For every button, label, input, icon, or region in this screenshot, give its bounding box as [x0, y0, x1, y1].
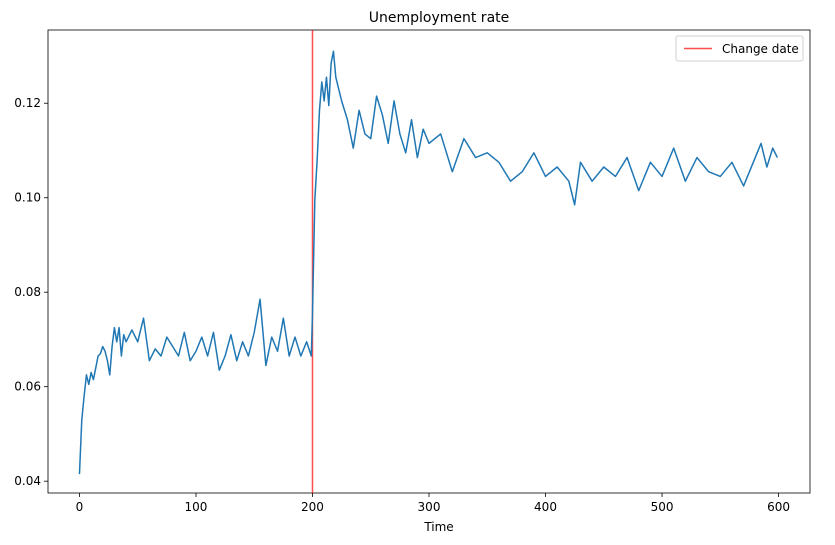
legend-label-change-date: Change date	[722, 42, 799, 56]
y-axis: 0.04 0.06 0.08 0.10 0.12	[14, 96, 48, 488]
legend: Change date	[675, 35, 804, 62]
x-tick-label: 200	[301, 500, 324, 514]
x-tick-label: 100	[185, 500, 208, 514]
x-tick-label: 300	[418, 500, 441, 514]
legend-box	[675, 35, 804, 62]
chart-title: Unemployment rate	[369, 10, 510, 26]
y-tick-label: 0.12	[14, 96, 41, 110]
x-tick-label: 600	[767, 500, 790, 514]
y-tick-label: 0.04	[14, 474, 41, 488]
unemployment-rate-line	[78, 50, 779, 475]
y-tick-label: 0.06	[14, 380, 41, 394]
x-tick-label: 0	[76, 500, 84, 514]
x-tick-label: 500	[651, 500, 674, 514]
x-axis: 0 100 200 300 400 500 600	[76, 493, 790, 514]
plot-area-frame	[47, 29, 811, 494]
y-tick-label: 0.10	[14, 191, 41, 205]
y-tick-label: 0.08	[14, 285, 41, 299]
x-tick-label: 400	[534, 500, 557, 514]
x-axis-label: Time	[423, 520, 453, 534]
